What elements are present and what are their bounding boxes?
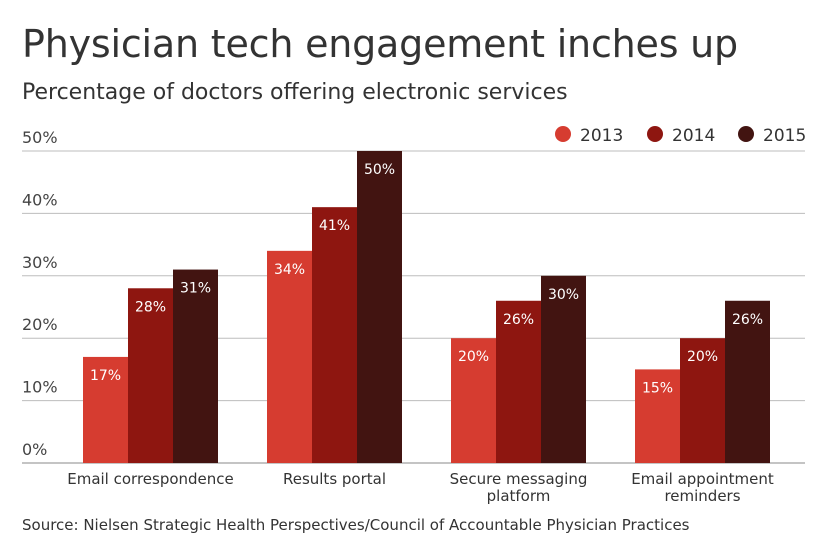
- bar: [541, 275, 586, 463]
- legend-swatch: [647, 126, 663, 142]
- bar: [680, 338, 725, 463]
- legend-swatch: [738, 126, 754, 142]
- data-label: 50%: [364, 162, 395, 178]
- bar: [173, 269, 218, 463]
- x-tick-label: Secure messaging: [450, 470, 588, 488]
- bar: [312, 207, 357, 463]
- data-label: 15%: [642, 380, 673, 396]
- bar: [357, 151, 402, 463]
- bar: [725, 300, 770, 463]
- bar: [128, 288, 173, 463]
- y-tick-label: 50%: [22, 128, 58, 147]
- data-label: 28%: [135, 299, 166, 315]
- y-tick-label: 30%: [22, 253, 58, 272]
- data-label: 17%: [90, 368, 121, 384]
- bar: [451, 338, 496, 463]
- bar: [635, 369, 680, 463]
- chart-title: Physician tech engagement inches up: [22, 22, 738, 66]
- data-label: 30%: [548, 287, 579, 303]
- legend-label: 2014: [672, 126, 715, 146]
- data-label: 41%: [319, 218, 350, 234]
- legend-swatch: [555, 126, 571, 142]
- bar: [83, 356, 128, 463]
- data-label: 20%: [687, 349, 718, 365]
- x-tick-label: reminders: [664, 487, 740, 505]
- y-tick-label: 0%: [22, 440, 47, 459]
- data-label: 20%: [458, 349, 489, 365]
- bar: [267, 250, 312, 463]
- legend-label: 2015: [763, 126, 806, 146]
- x-tick-label: Email correspondence: [67, 470, 234, 488]
- chart-subtitle: Percentage of doctors offering electroni…: [22, 80, 568, 105]
- x-tick-label: Results portal: [283, 470, 386, 488]
- data-label: 31%: [180, 281, 211, 297]
- y-tick-label: 10%: [22, 378, 58, 397]
- source-note: Source: Nielsen Strategic Health Perspec…: [22, 516, 690, 534]
- y-tick-label: 40%: [22, 190, 58, 209]
- x-tick-label: Email appointment: [631, 470, 774, 488]
- data-label: 26%: [732, 312, 763, 328]
- data-label: 26%: [503, 312, 534, 328]
- bar: [496, 300, 541, 463]
- x-tick-label: platform: [487, 487, 551, 505]
- y-tick-label: 20%: [22, 315, 58, 334]
- data-label: 34%: [274, 262, 305, 278]
- legend-label: 2013: [580, 126, 623, 146]
